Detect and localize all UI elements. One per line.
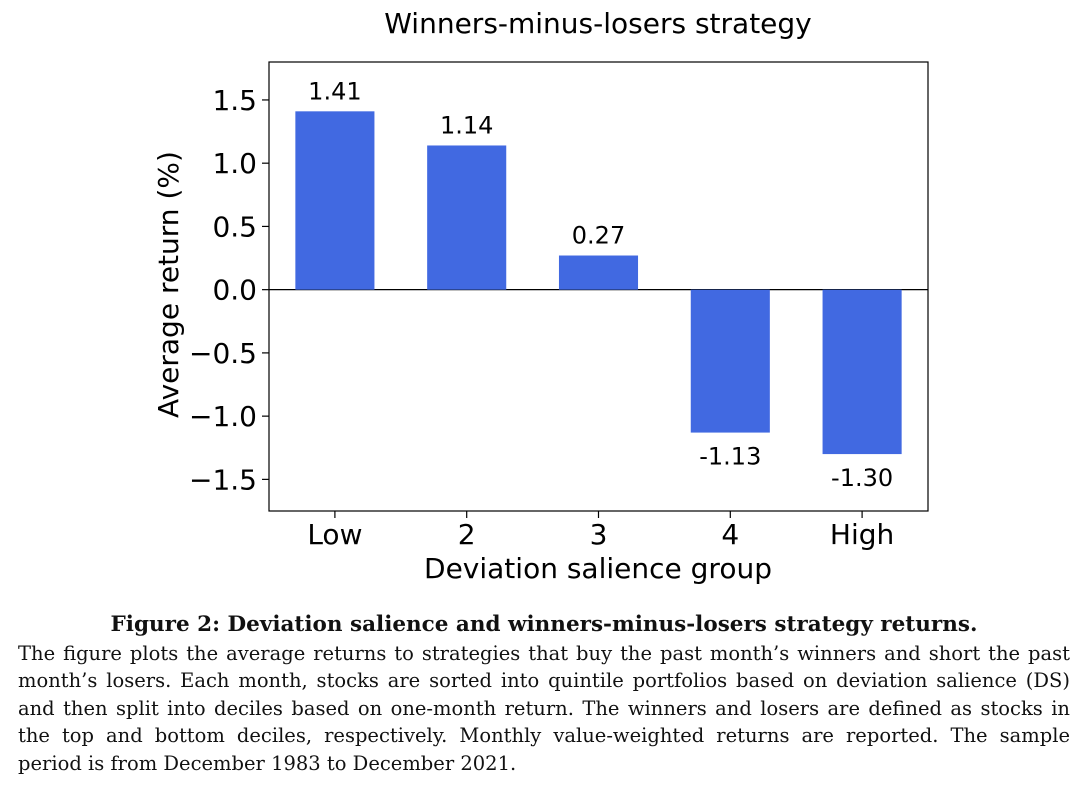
x-tick-label: 4 [721, 518, 739, 551]
bar-3 [558, 255, 639, 290]
x-tick-label: 2 [458, 518, 476, 551]
y-tick-label: 0.5 [212, 210, 257, 243]
bar-value-label: 1.41 [308, 77, 361, 105]
caption-body: The figure plots the average returns to … [18, 642, 1070, 775]
bar-chart: Winners-minus-losers strategy 1.41 1.14 0.… [152, 7, 929, 585]
bar-value-label: -1.30 [831, 464, 893, 492]
y-tick-label: −1.5 [189, 463, 257, 496]
y-axis-label: Average return (%) [152, 151, 185, 418]
x-tick-label: High [830, 518, 894, 551]
y-tick-label: 1.5 [212, 84, 257, 117]
bar-4 [690, 289, 770, 433]
bar-value-label: -1.13 [699, 443, 761, 471]
bar-low [295, 111, 375, 290]
x-tick-label: 3 [590, 518, 608, 551]
bar-2 [427, 145, 507, 290]
caption-title: Figure 2: Deviation salience and winners… [110, 612, 978, 637]
y-tick-label: −0.5 [189, 337, 257, 370]
bar-value-label: 1.14 [440, 111, 493, 139]
y-tick-label: 0.0 [212, 274, 257, 307]
chart-title: Winners-minus-losers strategy [384, 7, 812, 40]
y-tick-label: −1.0 [189, 400, 257, 433]
x-axis-label: Deviation salience group [424, 552, 772, 585]
y-tick-label: 1.0 [212, 147, 257, 180]
x-tick-label: Low [307, 518, 362, 551]
bar-high [822, 289, 902, 455]
bar-value-label: 0.27 [572, 222, 625, 250]
figure-caption: Figure 2: Deviation salience and winners… [18, 612, 1070, 777]
